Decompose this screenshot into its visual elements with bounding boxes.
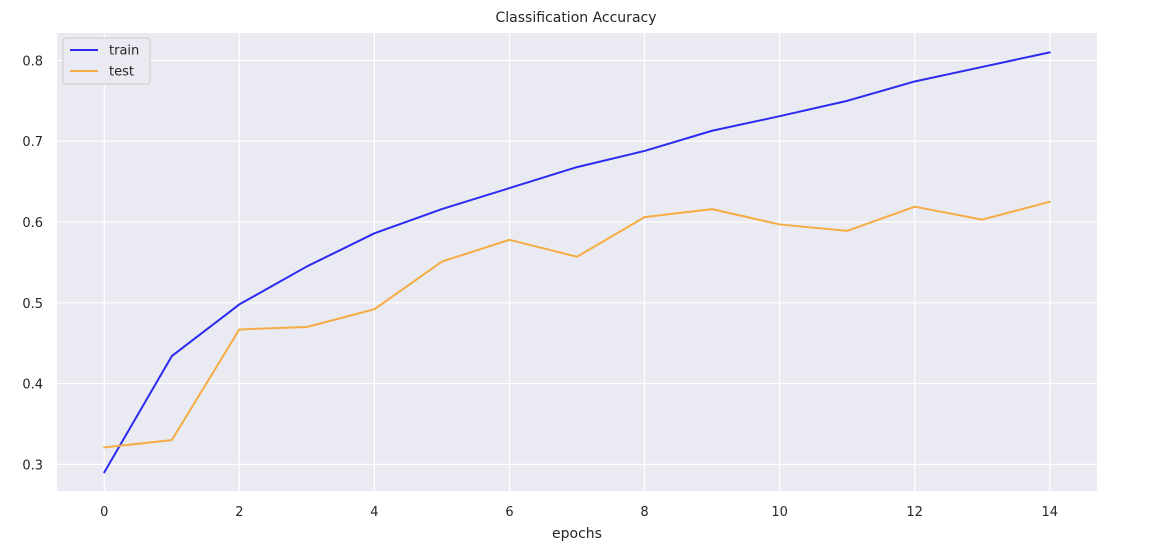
x-tick-label: 0 [100,505,108,520]
x-tick-label: 10 [771,505,788,520]
y-tick-label: 0.7 [22,135,43,150]
x-axis-label: epochs [552,526,602,542]
x-tick-label: 12 [906,505,923,520]
x-tick-label: 14 [1041,505,1058,520]
chart-title: Classification Accuracy [496,10,657,26]
y-tick-label: 0.3 [22,458,43,473]
y-tick-label: 0.5 [22,297,43,312]
series-line-train [103,51,1051,474]
y-tick-label: 0.4 [22,378,43,393]
legend: train test [62,37,151,85]
x-tick-label: 8 [640,505,648,520]
grid-lines [57,33,1097,491]
x-tick-label: 4 [370,505,378,520]
y-tick-label: 0.8 [22,54,43,69]
legend-label-test: test [109,65,134,80]
plot-area [57,33,1097,491]
series-line-test [103,200,1051,449]
tick-labels: 0 2 4 6 8 10 12 14 0.3 0.4 0.5 0.6 0.7 0.8 [22,54,1058,520]
legend-label-train: train [109,44,139,59]
x-tick-label: 6 [505,505,513,520]
series-lines [103,51,1051,474]
x-tick-label: 2 [235,505,243,520]
y-tick-label: 0.6 [22,216,43,231]
